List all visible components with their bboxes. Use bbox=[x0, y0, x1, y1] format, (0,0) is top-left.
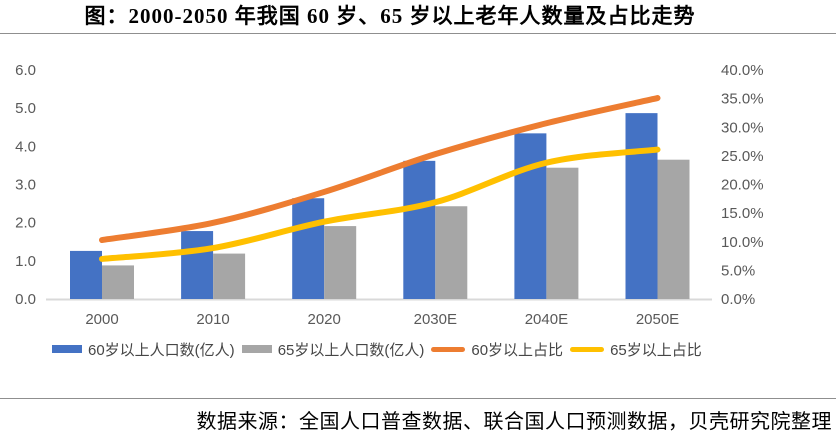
y-axis-right-tick-label: 40.0% bbox=[721, 62, 764, 79]
x-axis-category-label: 2040E bbox=[525, 311, 568, 328]
legend-item-65plus-share: 65岁以上占比 bbox=[570, 339, 702, 360]
bar-65plus-population bbox=[546, 167, 579, 299]
bar-60plus-population bbox=[403, 160, 436, 299]
bar-60plus-population bbox=[70, 250, 102, 299]
bar-60plus-population bbox=[625, 113, 658, 300]
bar-65plus-population bbox=[102, 265, 134, 299]
x-axis-category-label: 2000 bbox=[85, 311, 118, 328]
y-axis-left-tick-label: 3.0 bbox=[15, 177, 36, 194]
y-axis-right-tick-label: 0.0% bbox=[721, 291, 755, 308]
legend-label: 60岁以上人口数(亿人) bbox=[88, 341, 235, 359]
x-axis-category-label: 2030E bbox=[414, 311, 457, 328]
y-axis-left-tick-label: 0.0 bbox=[15, 291, 36, 308]
y-axis-left-tick-label: 1.0 bbox=[15, 253, 36, 270]
y-axis-right-tick-label: 5.0% bbox=[721, 262, 755, 279]
x-axis-category-label: 2010 bbox=[196, 311, 229, 328]
y-axis-right-tick-label: 20.0% bbox=[721, 177, 764, 194]
data-source-note: 数据来源：全国人口普查数据、联合国人口预测数据，贝壳研究院整理 bbox=[0, 398, 836, 434]
y-axis-right-tick-label: 10.0% bbox=[721, 234, 764, 251]
y-axis-left-tick-label: 5.0 bbox=[15, 100, 36, 117]
line-65plus-share bbox=[99, 146, 661, 262]
legend-swatch-65plus-population-bar bbox=[241, 345, 272, 353]
legend-item-60plus-share: 60岁以上占比 bbox=[431, 339, 563, 360]
y-axis-right-tick-label: 35.0% bbox=[721, 91, 764, 108]
y-axis-right-tick-label: 30.0% bbox=[721, 119, 764, 136]
bar-65plus-population bbox=[213, 253, 246, 299]
bar-65plus-population bbox=[324, 226, 357, 299]
bar-60plus-population bbox=[181, 231, 214, 299]
y-axis-right-tick-label: 15.0% bbox=[721, 205, 764, 222]
x-axis-category-label: 2020 bbox=[308, 311, 341, 328]
line-60plus-share bbox=[99, 95, 661, 244]
bar-60plus-population bbox=[292, 198, 325, 299]
legend-swatch-60plus-share-line bbox=[431, 346, 466, 352]
legend-label: 60岁以上占比 bbox=[471, 341, 564, 359]
legend-item-65plus-population: 65岁以上人口数(亿人) bbox=[241, 339, 425, 360]
bar-65plus-population bbox=[435, 206, 468, 299]
y-axis-right-tick-label: 25.0% bbox=[721, 148, 764, 165]
legend-item-60plus-population: 60岁以上人口数(亿人) bbox=[52, 339, 235, 360]
legend-swatch-65plus-share-line bbox=[570, 346, 605, 352]
legend-swatch-60plus-population-bar bbox=[52, 345, 82, 353]
y-axis-left-tick-label: 2.0 bbox=[15, 215, 36, 232]
bar-65plus-population bbox=[657, 159, 690, 299]
chart-title: 图：2000-2050 年我国 60 岁、65 岁以上老年人数量及占比走势 bbox=[84, 4, 696, 28]
legend-label: 65岁以上占比 bbox=[610, 341, 702, 359]
legend-label: 65岁以上人口数(亿人) bbox=[277, 341, 425, 359]
y-axis-left-tick-label: 6.0 bbox=[15, 62, 36, 79]
chart-legend: 60岁以上人口数(亿人) 65岁以上人口数(亿人) 60岁以上占比 65岁以上占… bbox=[0, 339, 836, 359]
y-axis-left-tick-label: 4.0 bbox=[15, 138, 36, 155]
bar-60plus-population bbox=[514, 133, 547, 299]
x-axis-category-label: 2050E bbox=[636, 311, 679, 328]
combo-chart-plot: 0.0 1.0 2.0 3.0 4.0 5.0 6.0 0.0% 5.0% 10.0% 15.0% 2… bbox=[15, 62, 764, 328]
title-divider bbox=[0, 33, 836, 34]
